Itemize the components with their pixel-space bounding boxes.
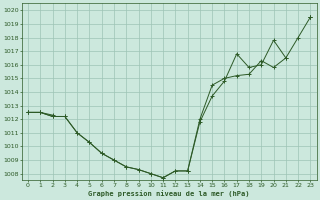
X-axis label: Graphe pression niveau de la mer (hPa): Graphe pression niveau de la mer (hPa) (88, 190, 250, 197)
